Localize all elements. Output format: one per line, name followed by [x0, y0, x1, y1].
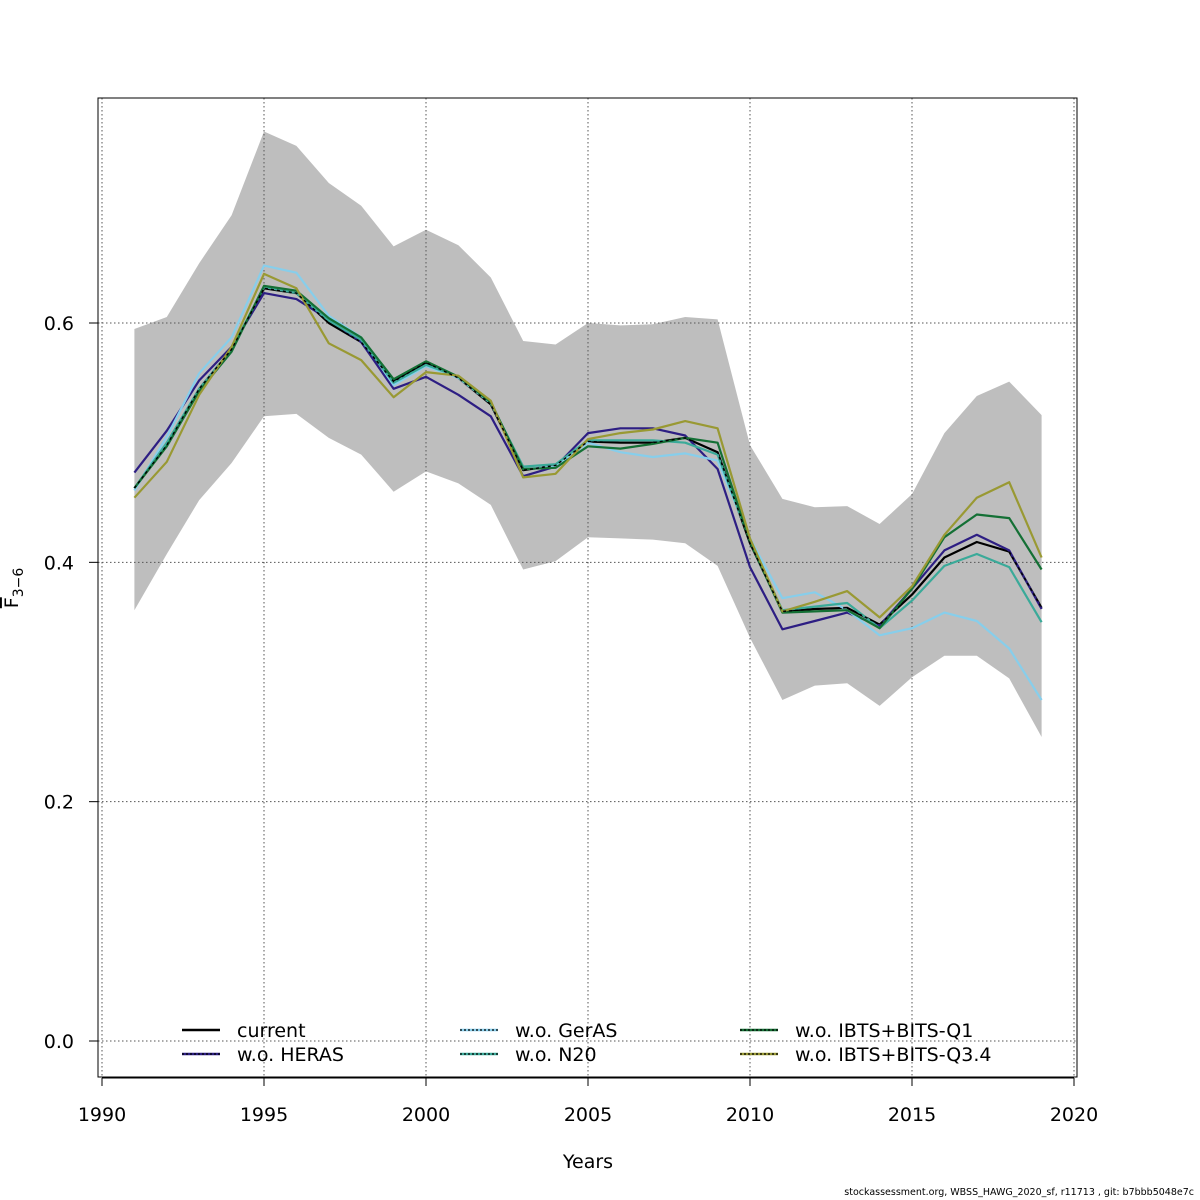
x-tick-label: 2010 [726, 1104, 774, 1126]
series-line-5 [133, 272, 1043, 619]
legend-label-0: current [237, 1020, 306, 1042]
y-tick-label: 0.4 [44, 552, 74, 574]
x-tick-label: 1990 [78, 1104, 126, 1126]
x-axis-title: Years [562, 1151, 613, 1173]
legend-label-1: w.o. HERAS [237, 1044, 344, 1066]
current-dashed-overlay [133, 287, 1043, 626]
y-axis: 0.0 0.2 0.4 0.6 [44, 313, 98, 1053]
x-tick-label: 2020 [1050, 1104, 1098, 1126]
plot-frame [97, 97, 1078, 1078]
x-axis: 1990 1995 2000 2005 2010 2015 2020 [78, 1077, 1098, 1126]
y-axis-title-main: F [1, 597, 23, 608]
svg-text:F3−6: F3−6 [1, 568, 27, 609]
legend-label-3: w.o. N20 [515, 1044, 597, 1066]
series-lines [133, 264, 1043, 701]
series-line-2 [133, 264, 1043, 701]
y-axis-title: F3−6 [1, 568, 27, 609]
y-tick-label: 0.6 [44, 313, 74, 335]
legend-label-2: w.o. GerAS [515, 1020, 618, 1042]
x-tick-label: 2000 [402, 1104, 450, 1126]
legend-label-5: w.o. IBTS+BITS-Q3.4 [795, 1044, 991, 1066]
y-tick-label: 0.0 [44, 1031, 74, 1053]
x-tick-label: 1995 [240, 1104, 288, 1126]
x-tick-label: 2015 [888, 1104, 936, 1126]
y-tick-label: 0.2 [44, 792, 74, 814]
footer-credit: stockassessment.org, WBSS_HAWG_2020_sf, … [844, 1187, 1194, 1198]
legend-label-4: w.o. IBTS+BITS-Q1 [795, 1020, 973, 1042]
x-tick-label: 2005 [564, 1104, 612, 1126]
y-axis-title-sub: 3−6 [11, 568, 27, 598]
